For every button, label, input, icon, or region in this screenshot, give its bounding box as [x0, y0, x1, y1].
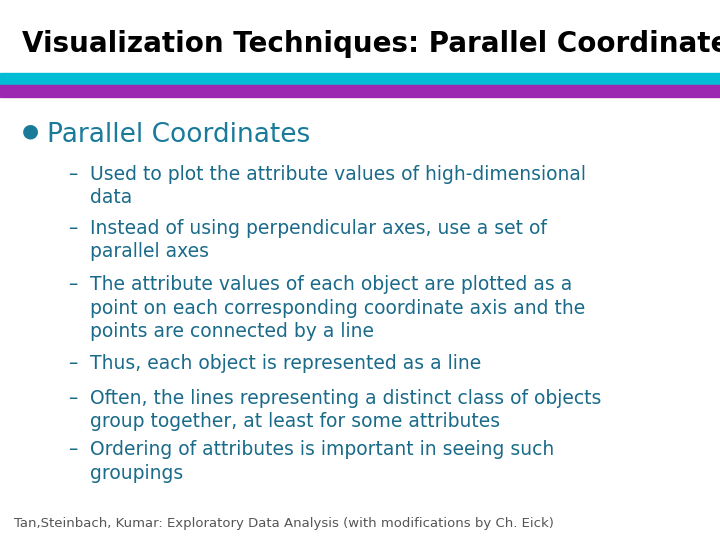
Text: Parallel Coordinates: Parallel Coordinates: [47, 122, 310, 147]
Text: The attribute values of each object are plotted as a
point on each corresponding: The attribute values of each object are …: [90, 275, 585, 341]
Bar: [0, 73, 720, 85]
Text: Used to plot the attribute values of high-dimensional
data: Used to plot the attribute values of hig…: [90, 165, 586, 207]
Text: Instead of using perpendicular axes, use a set of
parallel axes: Instead of using perpendicular axes, use…: [90, 219, 547, 261]
Text: –: –: [68, 275, 78, 294]
Text: Thus, each object is represented as a line: Thus, each object is represented as a li…: [90, 354, 481, 373]
Text: Often, the lines representing a distinct class of objects
group together, at lea: Often, the lines representing a distinct…: [90, 389, 601, 431]
Text: ●: ●: [22, 122, 39, 140]
Text: Visualization Techniques: Parallel Coordinates: Visualization Techniques: Parallel Coord…: [22, 30, 720, 58]
Text: –: –: [68, 165, 78, 184]
Text: –: –: [68, 440, 78, 459]
Bar: [0, 85, 720, 97]
Text: –: –: [68, 389, 78, 408]
Text: –: –: [68, 354, 78, 373]
Text: –: –: [68, 219, 78, 238]
Text: Tan,Steinbach, Kumar: Exploratory Data Analysis (with modifications by Ch. Eick): Tan,Steinbach, Kumar: Exploratory Data A…: [14, 517, 554, 530]
Text: Ordering of attributes is important in seeing such
groupings: Ordering of attributes is important in s…: [90, 440, 554, 483]
